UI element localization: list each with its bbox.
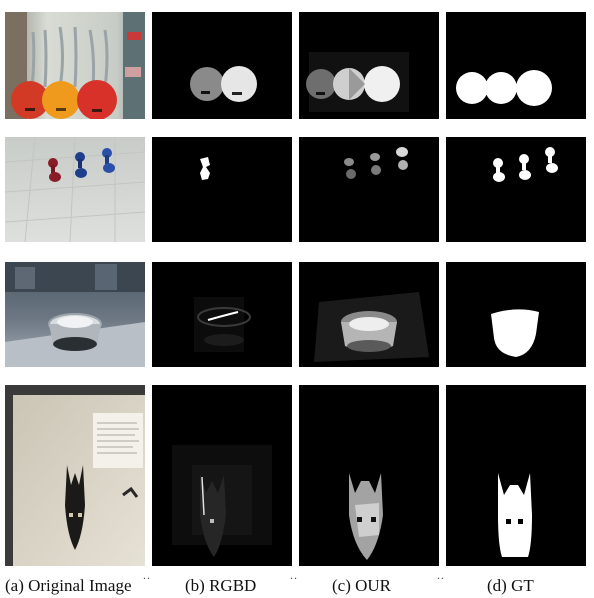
row-4-rgbd-map	[152, 385, 292, 566]
separator-dots: ..	[290, 568, 298, 582]
row-3-gt-mask	[446, 262, 586, 367]
row-1-rgbd-map	[152, 12, 292, 119]
caption-original-image: (a) Original Image	[5, 576, 132, 595]
row-1-our-map	[299, 12, 439, 119]
row-4-original-image	[5, 385, 145, 566]
row-1-gt-mask	[446, 12, 586, 119]
row-3-rgbd-map	[152, 262, 292, 367]
row-1-original-image	[5, 12, 145, 119]
caption-our: (c) OUR	[332, 576, 392, 595]
caption-gt: (d) GT	[487, 576, 534, 595]
separator-dots: ..	[437, 568, 445, 582]
row-4-our-map	[299, 385, 439, 566]
row-3-original-image	[5, 262, 145, 367]
caption-rgbd: (b) RGBD	[185, 576, 257, 595]
row-2-original-image	[5, 137, 145, 242]
row-2-gt-mask	[446, 137, 586, 242]
separator-dots: ..	[143, 568, 151, 582]
row-3-our-map	[299, 262, 439, 367]
row-2-rgbd-map	[152, 137, 292, 242]
row-4-gt-mask	[446, 385, 586, 566]
row-2-our-map	[299, 137, 439, 242]
